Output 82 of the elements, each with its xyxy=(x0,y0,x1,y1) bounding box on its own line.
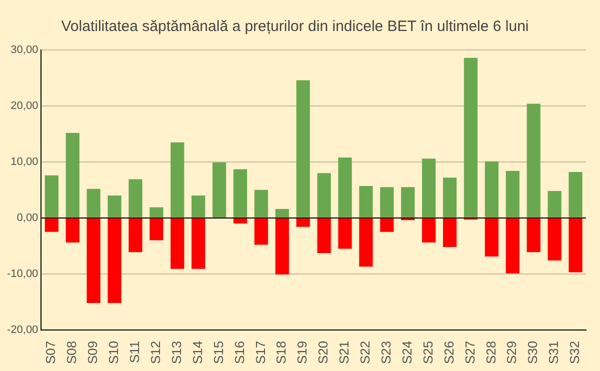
bar xyxy=(317,173,331,218)
bar xyxy=(150,218,164,240)
bar xyxy=(150,207,164,218)
bar xyxy=(442,218,457,248)
bar xyxy=(44,175,58,218)
bar xyxy=(548,191,562,218)
bar xyxy=(484,161,499,218)
bar xyxy=(506,218,520,274)
bar xyxy=(317,218,331,254)
y-tick-label: 20,00 xyxy=(10,100,38,112)
x-tick-label: S16 xyxy=(232,340,247,364)
x-tick-label: S09 xyxy=(85,340,100,364)
bar xyxy=(526,218,540,252)
y-tick-label: 0,00 xyxy=(16,212,38,224)
x-tick-label: S19 xyxy=(294,340,310,364)
x-tick-label: S32 xyxy=(567,340,582,364)
bar xyxy=(254,218,268,245)
y-tick-label: 30,00 xyxy=(10,44,38,56)
bar xyxy=(296,218,310,227)
x-tick-label: S30 xyxy=(525,340,540,364)
x-tick-label: S28 xyxy=(483,340,498,364)
bar xyxy=(442,178,457,218)
x-tick-label: S22 xyxy=(358,340,373,364)
bar xyxy=(464,58,478,218)
x-tick-label: S26 xyxy=(441,340,456,364)
bar xyxy=(192,218,206,269)
x-tick-label: S25 xyxy=(420,340,436,364)
bar xyxy=(422,218,436,243)
bar xyxy=(233,218,248,224)
y-tick-label: 10,00 xyxy=(10,156,38,168)
bar xyxy=(380,187,394,218)
bar xyxy=(108,218,122,303)
bar xyxy=(212,162,226,218)
x-tick-label: S17 xyxy=(252,340,268,364)
bar xyxy=(128,218,142,252)
bar xyxy=(275,218,289,274)
bar xyxy=(170,218,184,269)
x-tick-label: S24 xyxy=(399,340,414,364)
chart-title: Volatilitatea săptămânală a prețurilor din indicele BET în ultimele 6 luni xyxy=(61,18,529,36)
bar xyxy=(128,179,142,218)
x-tick-label: S14 xyxy=(190,340,205,364)
x-tick-label: S31 xyxy=(546,340,562,364)
bar xyxy=(254,190,268,218)
bar xyxy=(296,80,310,218)
bar xyxy=(86,188,100,218)
y-tick-label: -20,00 xyxy=(6,324,38,336)
bar xyxy=(86,218,100,303)
bar xyxy=(338,157,352,218)
x-tick-label: S15 xyxy=(210,340,226,364)
bar xyxy=(66,218,80,243)
x-tick-label: S23 xyxy=(378,340,394,364)
x-tick-label: S29 xyxy=(504,340,520,364)
x-tick-label: S11 xyxy=(127,340,142,364)
bar xyxy=(568,218,582,272)
bar xyxy=(568,172,582,218)
bar xyxy=(44,218,58,232)
bar xyxy=(380,218,394,232)
bar xyxy=(484,218,499,257)
x-tick-label: S18 xyxy=(274,340,289,364)
x-tick-label: S13 xyxy=(168,340,184,364)
bar xyxy=(108,196,122,218)
bar xyxy=(401,187,415,218)
x-tick-label: S12 xyxy=(148,340,164,364)
bar xyxy=(170,142,184,218)
bar xyxy=(548,218,562,260)
x-tick-label: S07 xyxy=(43,340,58,364)
bar xyxy=(526,104,540,218)
bar xyxy=(275,208,289,218)
y-tick-label: -10,00 xyxy=(6,268,38,280)
bar xyxy=(192,196,206,218)
bar xyxy=(506,170,520,218)
bar xyxy=(422,158,436,218)
bar xyxy=(233,169,248,218)
x-tick-label: S20 xyxy=(316,340,331,364)
x-tick-label: S21 xyxy=(336,340,352,364)
x-tick-label: S10 xyxy=(106,340,122,364)
x-tick-label: S27 xyxy=(462,340,478,364)
x-tick-label: S08 xyxy=(64,340,80,364)
bar xyxy=(359,218,373,267)
bar xyxy=(359,186,373,218)
bar xyxy=(338,218,352,249)
bar xyxy=(66,132,80,218)
